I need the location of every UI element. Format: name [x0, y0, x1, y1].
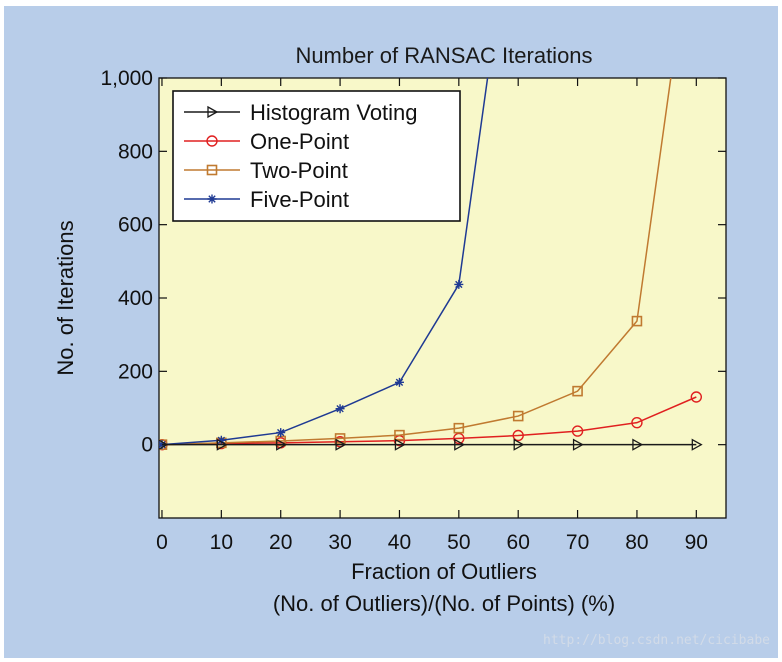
x-tick-label: 20: [269, 531, 292, 554]
data-point: [632, 438, 644, 451]
y-tick-label: 400: [118, 287, 153, 310]
data-point: [276, 428, 286, 438]
data-point: [690, 391, 703, 403]
legend-marker: [206, 164, 218, 176]
x-axis-label-secondary: (No. of Outliers)/(No. of Points) (%): [273, 591, 615, 616]
data-point: [631, 416, 643, 429]
x-tick-label: 10: [210, 531, 233, 554]
x-tick-label: 80: [625, 531, 648, 554]
x-tick-label: 30: [328, 531, 351, 554]
data-point: [394, 429, 405, 441]
legend-marker: [207, 105, 219, 119]
data-point: [394, 377, 404, 387]
y-tick-label: 0: [141, 434, 153, 457]
legend-label: Five-Point: [250, 187, 349, 212]
y-tick-label: 200: [118, 360, 153, 383]
series-line: [161, 78, 672, 446]
series-histogram-voting: [159, 438, 703, 451]
legend-entry: One-Point: [184, 129, 349, 154]
data-point: [276, 438, 288, 451]
data-point: [335, 438, 347, 451]
figure-frame: Number of RANSAC Iterations 0 200 400 600 80…: [4, 6, 778, 658]
series-layer: [159, 78, 703, 451]
data-point: [159, 439, 169, 450]
legend-entry: Five-Point: [184, 187, 349, 212]
legend-label: One-Point: [250, 129, 349, 154]
data-point: [454, 438, 466, 451]
y-tick-label: 800: [118, 140, 153, 163]
series-two-point: [159, 78, 672, 450]
data-point: [454, 279, 464, 289]
data-point: [394, 438, 406, 451]
data-point: [512, 429, 524, 442]
data-point: [216, 438, 228, 451]
ransac-iterations-chart: Number of RANSAC Iterations 020040060080…: [53, 43, 770, 648]
series-line: [161, 396, 697, 446]
y-axis-label: No. of Iterations: [53, 220, 78, 375]
data-point: [335, 404, 345, 414]
legend-entry: Two-Point: [184, 158, 348, 183]
data-point: [512, 410, 524, 422]
y-tick-label: 1,000: [100, 67, 153, 90]
data-point: [631, 315, 643, 327]
y-tick-label: 600: [118, 214, 153, 237]
legend: Histogram Voting One-Point Two-Point Five-P…: [172, 90, 461, 222]
legend-label: Histogram Voting: [250, 100, 418, 125]
x-tick-label: 50: [447, 531, 470, 554]
x-tick-label: 90: [685, 531, 708, 554]
x-tick-label: 0: [156, 531, 168, 554]
x-tick-label: 60: [507, 531, 530, 554]
y-axis-ticks: 0 200 400 600 800 1,000: [100, 67, 726, 457]
x-axis-label: Fraction of Outliers: [351, 559, 537, 584]
data-point: [572, 385, 583, 397]
x-axis-ticks: 0 10 20 30 40 50 60 70 80 90: [156, 78, 708, 554]
watermark: http://blog.csdn.net/cicibabe: [543, 633, 770, 648]
data-point: [334, 433, 346, 444]
x-tick-label: 40: [388, 531, 411, 554]
legend-marker: [207, 194, 217, 204]
data-point: [571, 425, 584, 437]
data-point: [572, 438, 584, 451]
legend-marker: [206, 135, 218, 147]
data-point: [691, 438, 703, 451]
data-point: [453, 422, 465, 434]
data-point: [216, 435, 226, 445]
chart-title: Number of RANSAC Iterations: [295, 43, 592, 68]
x-tick-label: 70: [566, 531, 589, 554]
legend-entry: Histogram Voting: [184, 100, 418, 125]
legend-label: Two-Point: [250, 158, 348, 183]
data-point: [513, 438, 525, 451]
